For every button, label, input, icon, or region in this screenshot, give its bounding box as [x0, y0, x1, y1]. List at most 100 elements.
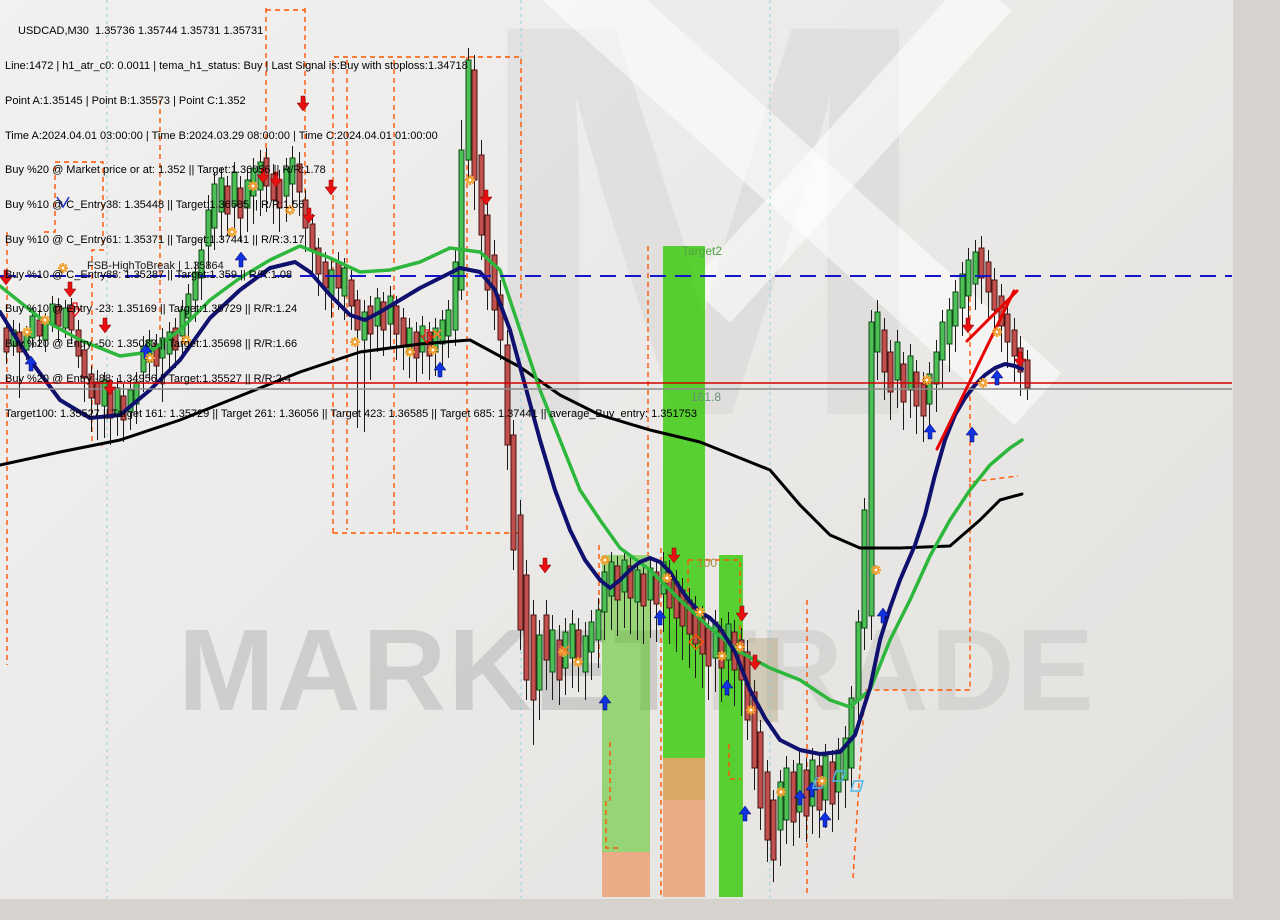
- info-line: Buy %10 @ C_Entry38: 1.35448 || Target:1…: [5, 199, 305, 212]
- candle-bullish: [283, 167, 290, 197]
- candle-bullish: [582, 635, 589, 673]
- sell-signal-arrow-icon: [63, 281, 77, 298]
- candle-bearish: [556, 639, 563, 681]
- candle-bullish: [965, 259, 972, 297]
- buy-signal-arrow-icon: [923, 423, 937, 440]
- candle-bullish: [647, 567, 654, 601]
- sell-signal-arrow-icon: [269, 171, 283, 188]
- candle-bearish: [36, 319, 43, 337]
- candle-bearish: [55, 305, 62, 327]
- sell-signal-arrow-icon: [0, 269, 13, 286]
- ma-slow-black: [0, 338, 1024, 550]
- candle-bullish: [452, 261, 459, 331]
- candle-bearish: [991, 279, 998, 311]
- candle-bullish: [855, 621, 862, 701]
- bull-flag-upper[interactable]: [965, 289, 1019, 343]
- stoploss-dashed-line: [852, 475, 1019, 879]
- fractal-star-icon: [350, 337, 360, 347]
- candle-bearish: [705, 627, 712, 667]
- candle-bullish: [198, 249, 205, 279]
- x-marker-icon: [432, 329, 442, 339]
- entry-zone-a-salmon: [602, 852, 650, 897]
- candle-bearish: [1024, 359, 1031, 389]
- candle-bullish: [419, 325, 426, 353]
- candle-bearish: [393, 305, 400, 335]
- fractal-star-icon: [248, 181, 258, 191]
- candle-bullish: [842, 737, 849, 781]
- sell-signal-arrow-icon: [1013, 351, 1027, 368]
- buy-signal-arrow-icon: [818, 811, 832, 828]
- buy-signal-arrow-icon: [720, 679, 734, 696]
- sell-signal-outline-arrow-icon: [420, 329, 434, 345]
- candle-bearish: [757, 731, 764, 809]
- fractal-star-icon: [992, 327, 1002, 337]
- buy-signal-arrow-icon: [234, 251, 248, 268]
- fractal-star-icon: [662, 573, 672, 583]
- buy-signal-arrow-icon: [805, 781, 819, 798]
- fractal-star-icon: [695, 607, 705, 617]
- candle-bullish: [218, 177, 225, 213]
- fractal-star-icon: [871, 565, 881, 575]
- target-zone-b-tan: [663, 758, 705, 800]
- candle-bullish: [783, 767, 790, 821]
- candle-bullish: [101, 379, 108, 407]
- buy-signal-arrow-icon: [598, 694, 612, 711]
- candle-bullish: [62, 307, 69, 329]
- candle-bearish: [504, 344, 511, 446]
- bull-flag-lower[interactable]: [935, 289, 1016, 451]
- fractal-star-icon: [22, 327, 32, 337]
- fractal-star-icon: [922, 375, 932, 385]
- candle-bullish: [231, 171, 238, 207]
- symbol-ohlc-line: USDCAD,M30 1.35736 1.35744 1.35731 1.357…: [18, 25, 264, 38]
- target-zone-b-green: [663, 246, 705, 758]
- candle-bearish: [764, 771, 771, 841]
- info-line: Buy %10 @ C_Entry88: 1.35287 || Target:1…: [5, 268, 293, 281]
- candle-bearish: [803, 769, 810, 817]
- fractal-star-icon: [145, 353, 155, 363]
- candle-bullish: [549, 629, 556, 673]
- candle-bullish: [595, 609, 602, 641]
- fib-100-level-label: 100: [697, 556, 718, 570]
- target-zone-b-salmon: [663, 800, 705, 897]
- candle-bullish: [959, 273, 966, 309]
- candle-bullish: [777, 781, 784, 831]
- candle-bearish: [530, 614, 537, 701]
- fractal-star-icon: [285, 205, 295, 215]
- candle-bearish: [699, 617, 706, 655]
- candle-bullish: [192, 271, 199, 301]
- fractal-star-icon: [600, 555, 610, 565]
- fractal-star-icon: [978, 378, 988, 388]
- sell-signal-arrow-icon: [961, 317, 975, 334]
- candle-bullish: [166, 331, 173, 355]
- candle-bearish: [484, 214, 491, 291]
- sell-signal-arrow-icon: [98, 317, 112, 334]
- candle-bearish: [640, 573, 647, 607]
- candle-bearish: [978, 247, 985, 279]
- fractal-star-icon: [776, 787, 786, 797]
- candle-bullish: [185, 293, 192, 319]
- candle-bullish: [341, 267, 348, 297]
- candle-bearish: [296, 163, 303, 193]
- candle-bearish: [543, 614, 550, 661]
- entry-zone-c-green: [719, 555, 743, 897]
- flag-marker-icon: [832, 770, 846, 782]
- buy-signal-arrow-icon: [653, 609, 667, 626]
- fractal-star-icon: [181, 335, 191, 345]
- candle-bullish: [445, 309, 452, 337]
- candle-bullish: [939, 321, 946, 361]
- sell-signal-arrow-icon: [324, 179, 338, 196]
- fsb-hightobreak-label[interactable]: FSB-HighToBreak | 1.35864: [87, 260, 224, 272]
- candle-bearish: [497, 294, 504, 341]
- sell-signal-arrow-icon: [748, 654, 762, 671]
- sell-signal-arrow-icon: [479, 189, 493, 206]
- chart-plot-area[interactable]: M MARKETTRADE USDCAD,M30 1.35736 1.35744…: [0, 0, 1233, 899]
- candle-bullish: [159, 337, 166, 359]
- buy-signal-arrow-icon: [876, 607, 890, 624]
- candle-bullish: [536, 634, 543, 691]
- candle-bearish: [380, 301, 387, 331]
- sell-signal-arrow-icon: [256, 167, 270, 184]
- trendlines-layer: [935, 289, 1019, 451]
- candle-bullish: [387, 295, 394, 325]
